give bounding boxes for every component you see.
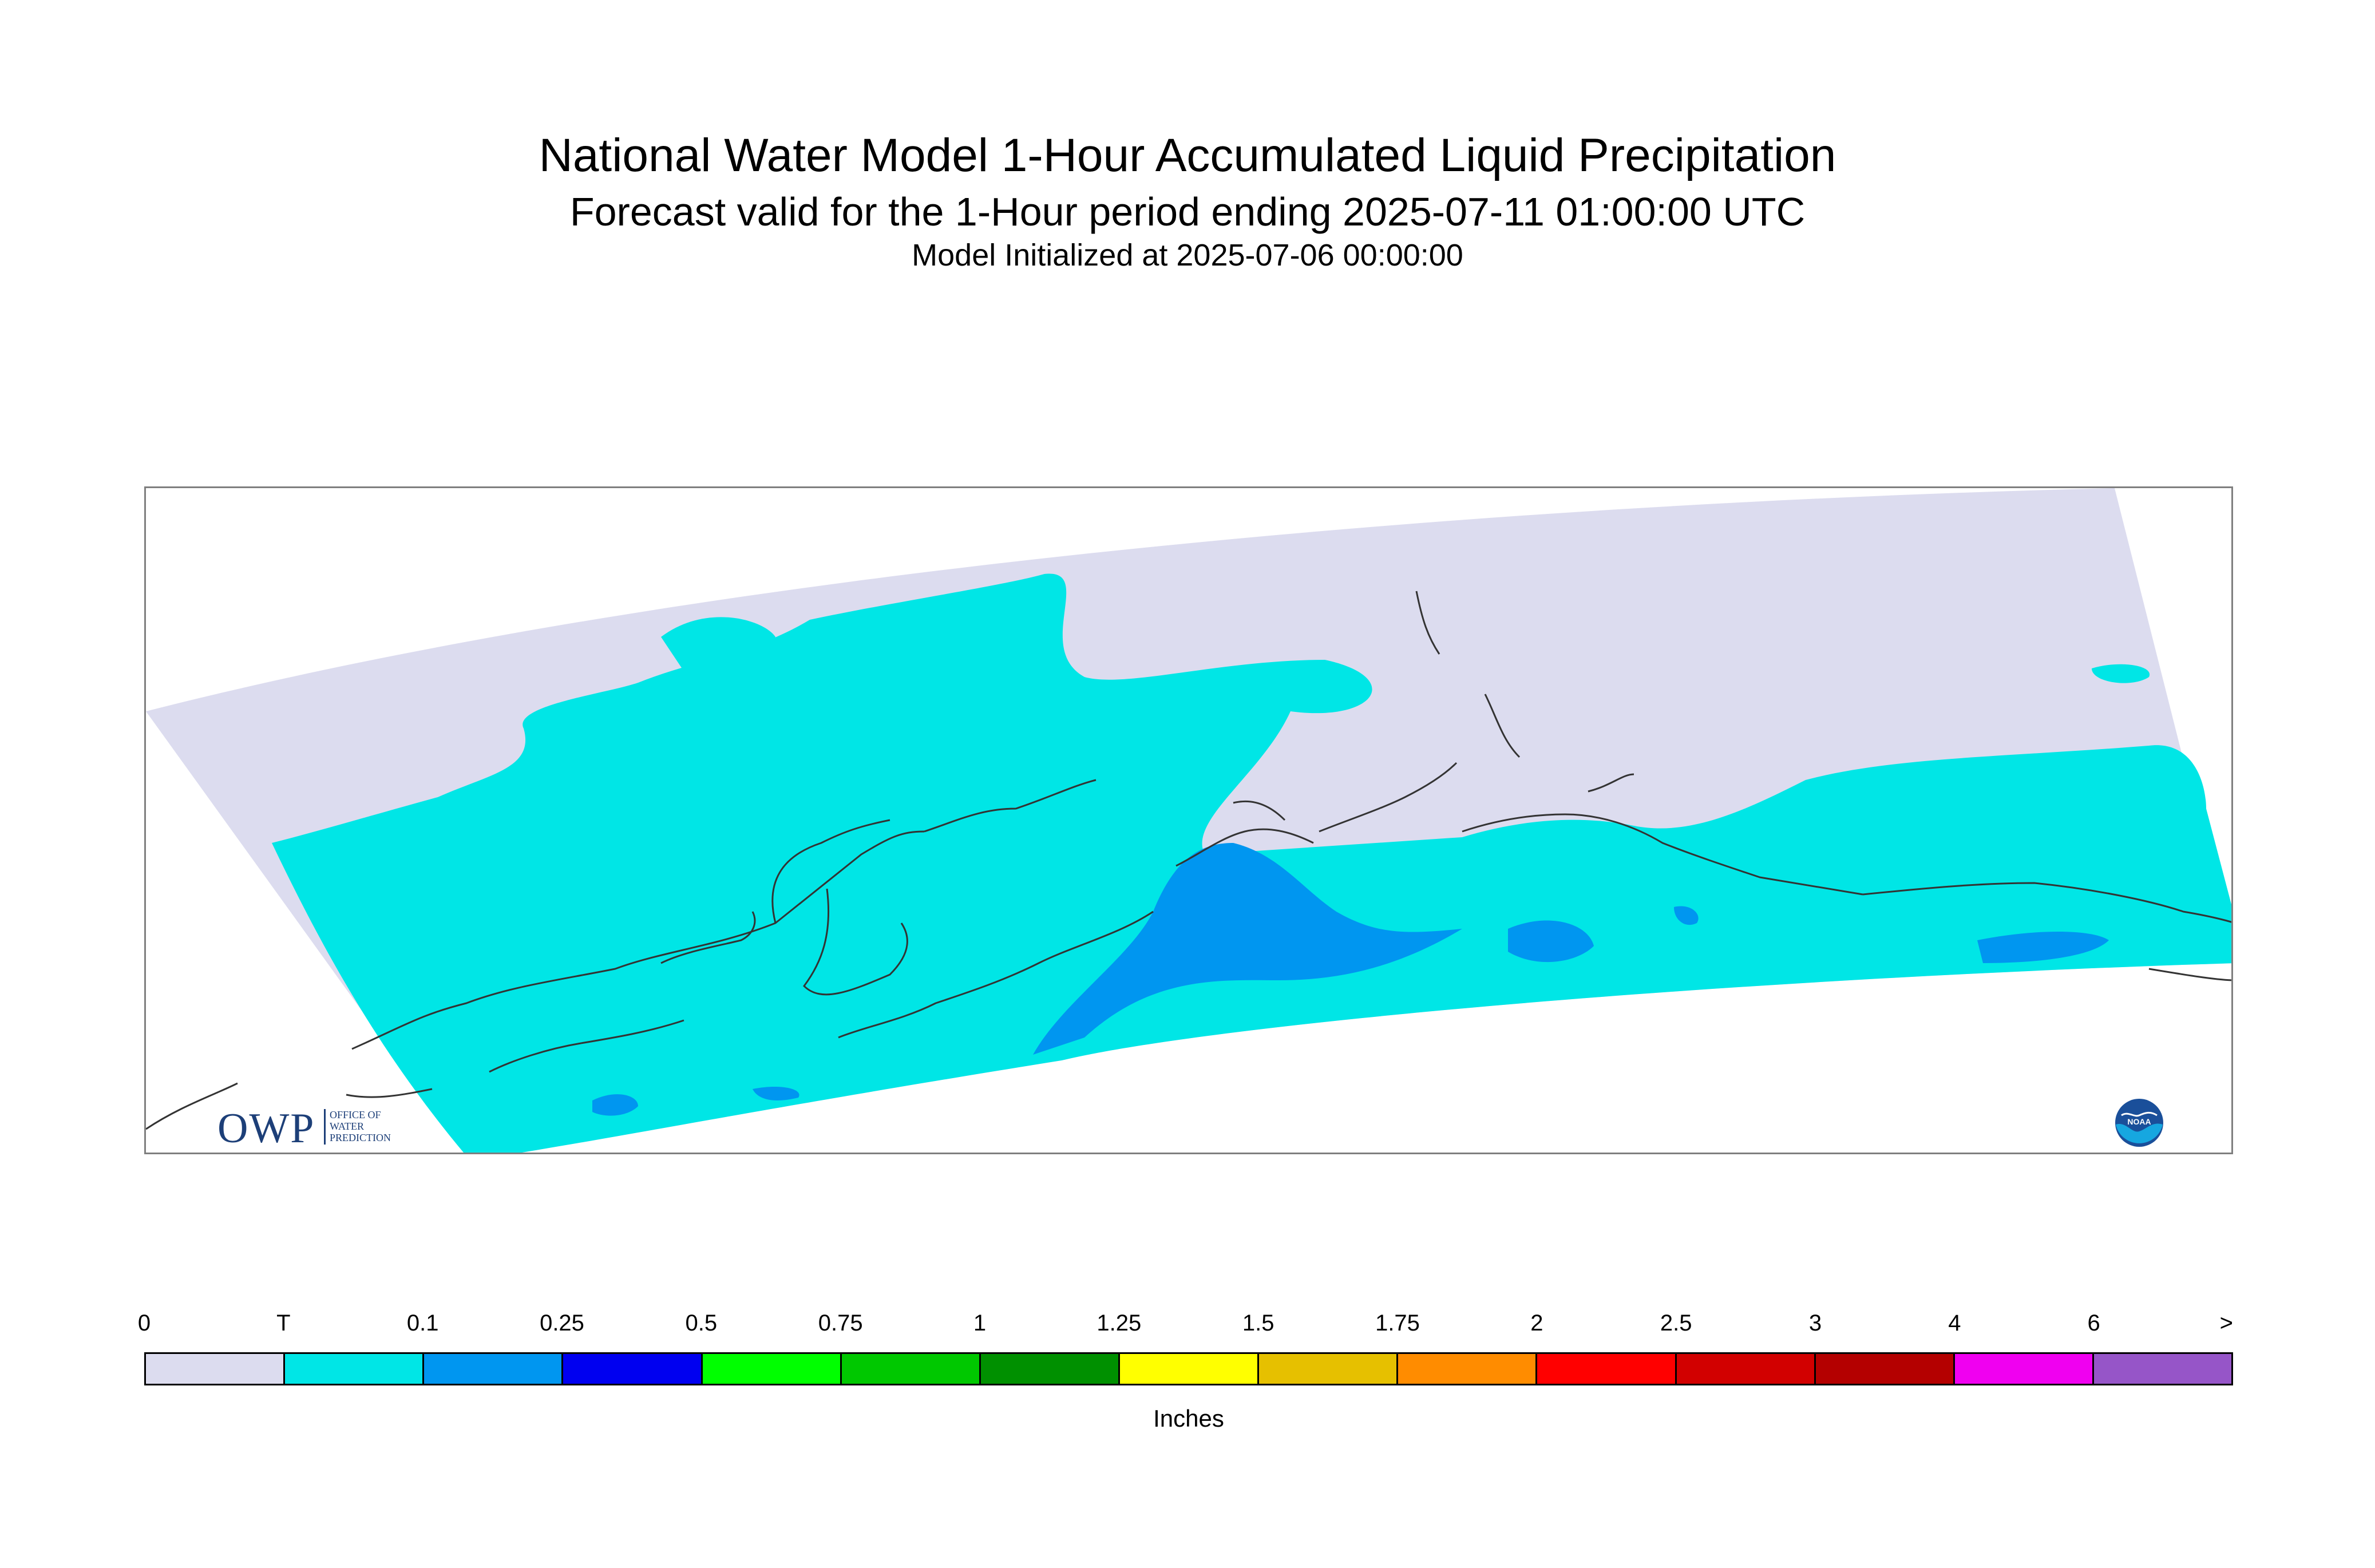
region-0.1in-precip-spot-3 — [1674, 906, 1699, 925]
legend-tick-label: 2.5 — [1660, 1310, 1692, 1336]
region-0.1in-precip-spot-2 — [753, 1086, 799, 1100]
legend-tick-label: 4 — [1948, 1310, 1961, 1336]
legend-tick-label: 0.5 — [685, 1310, 718, 1336]
region-trace-precip-islet — [2092, 664, 2150, 683]
legend-swatch — [1676, 1354, 1816, 1384]
legend-swatch — [2093, 1354, 2232, 1384]
legend-swatch — [1398, 1354, 1538, 1384]
legend-swatch — [1954, 1354, 2094, 1384]
legend-swatch — [424, 1354, 564, 1384]
legend-swatch — [980, 1354, 1120, 1384]
legend-swatch — [285, 1354, 425, 1384]
legend-tick-label: T — [276, 1310, 291, 1336]
legend-tick-label: 1.25 — [1097, 1310, 1142, 1336]
region-trace-precip-north — [661, 617, 775, 673]
region-trace-precip-tongue — [1119, 751, 1193, 809]
legend-tick-label: 1.75 — [1375, 1310, 1420, 1336]
precipitation-map — [144, 486, 2233, 1154]
legend-tick-label: 0.75 — [818, 1310, 863, 1336]
legend-tick-label: 0.25 — [540, 1310, 584, 1336]
region-0.1in-precip-main — [1033, 843, 1462, 1055]
owp-logo-divider — [324, 1109, 326, 1145]
legend-tick-label: 0.1 — [406, 1310, 439, 1336]
legend-units-label: Inches — [1153, 1405, 1224, 1432]
model-init-time: Model Initialized at 2025-07-06 00:00:00 — [912, 238, 1463, 272]
owp-logo-office-text: OFFICE OF WATER PREDICTION — [330, 1109, 391, 1143]
owp-logo: OWP OFFICE OF WATER PREDICTION — [217, 1104, 435, 1152]
region-0.1in-precip-spot-1 — [592, 1094, 638, 1116]
noaa-logo-text: NOAA — [2127, 1117, 2151, 1126]
coastlines — [146, 591, 2231, 1130]
legend-swatch — [702, 1354, 842, 1384]
owp-logo-letters: OWP — [217, 1105, 315, 1152]
legend-swatch — [841, 1354, 981, 1384]
region-trace-precip-arm — [512, 724, 585, 831]
legend-swatch — [1259, 1354, 1399, 1384]
region-0.1in-precip-far-east — [1977, 932, 2109, 963]
color-legend: 0 T 0.1 0.25 0.5 0.75 1 1.25 1.5 1.75 2 2.5 3 4 6 > Inc… — [138, 1310, 2233, 1448]
legend-swatch — [1815, 1354, 1955, 1384]
legend-tick-label: 3 — [1808, 1310, 1822, 1336]
legend-tick-label: > — [2219, 1310, 2233, 1336]
map-canvas — [146, 488, 2231, 1153]
legend-tick-label: 0 — [137, 1310, 151, 1336]
legend-swatch — [1537, 1354, 1677, 1384]
noaa-logo: NOAA — [2115, 1099, 2163, 1147]
legend-swatch — [146, 1354, 286, 1384]
legend-swatch — [563, 1354, 703, 1384]
legend-tick-label: 1.5 — [1242, 1310, 1274, 1336]
legend-swatch — [1119, 1354, 1260, 1384]
legend-tick-label: 2 — [1530, 1310, 1543, 1336]
legend-tick-label: 1 — [973, 1310, 987, 1336]
legend-color-bar — [144, 1352, 2233, 1385]
chart-subtitle: Forecast valid for the 1-Hour period end… — [569, 189, 1806, 234]
chart-title: National Water Model 1-Hour Accumulated … — [539, 129, 1836, 181]
region-0.1in-precip-east — [1508, 920, 1594, 963]
legend-tick-label: 6 — [2087, 1310, 2100, 1336]
